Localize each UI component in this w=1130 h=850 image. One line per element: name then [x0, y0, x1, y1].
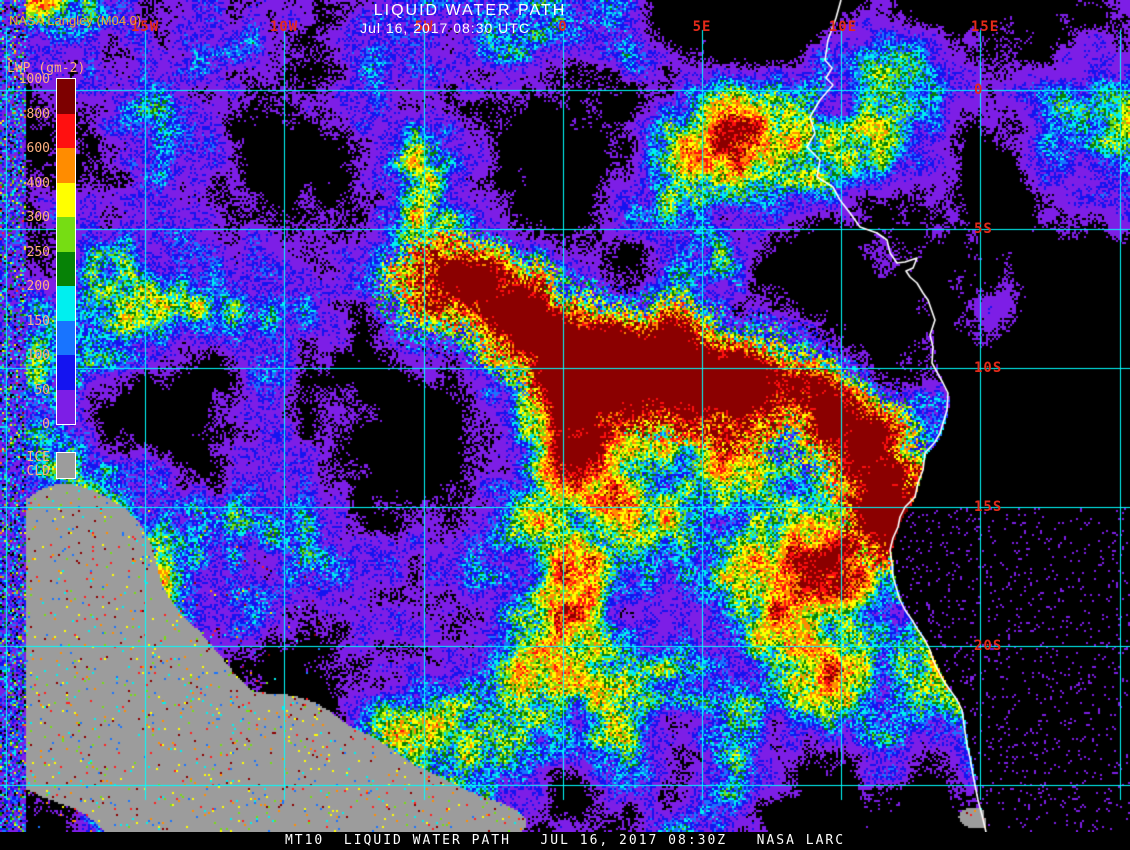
colorbar-tick: 50: [34, 382, 50, 398]
colorbar-tick: 800: [26, 106, 50, 122]
colorbar-segment: [57, 79, 75, 114]
longitude-label-10W: 10W: [269, 19, 299, 35]
latitude-label-10S: 10S: [974, 360, 1003, 376]
latitude-label-0: 0: [974, 82, 984, 98]
latitude-label-15S: 15S: [974, 499, 1003, 515]
longitude-label-5W: 5W: [414, 19, 434, 35]
source-tag: NASA Langley (M04.0): [9, 13, 142, 28]
colorbar-tick: 200: [26, 279, 50, 294]
colorbar-tick: 600: [26, 141, 50, 156]
longitude-label-10E: 10E: [828, 19, 858, 35]
colorbar-tick: 250: [26, 244, 50, 260]
satellite-lwp-map: [0, 0, 1130, 832]
colorbar-tick: 1000: [18, 72, 50, 87]
longitude-label-5E: 5E: [692, 19, 712, 35]
colorbar-tick: 300: [26, 210, 50, 225]
colorbar-segment: [57, 217, 75, 252]
colorbar-tick: 150: [26, 313, 50, 329]
colorbar-segment: [57, 148, 75, 183]
colorbar-segment: [57, 355, 75, 390]
colorbar-segment: [57, 389, 75, 424]
timestamp-subtitle: Jul 16, 2017 08:30 UTC: [360, 20, 530, 36]
colorbar-tick: 0: [42, 417, 50, 432]
page-title: LIQUID WATER PATH: [373, 2, 567, 19]
colorbar-segment: [57, 251, 75, 286]
status-bar: MT10 LIQUID WATER PATH JUL 16, 2017 08:3…: [0, 832, 1130, 850]
longitude-label-15E: 15E: [970, 19, 1000, 35]
legend-title: LWP (gm-2): [7, 61, 86, 76]
colorbar-segment: [57, 320, 75, 355]
colorbar-segment: [57, 182, 75, 217]
colorbar: [56, 78, 76, 425]
colorbar-segment: [57, 286, 75, 321]
ice-cloud-swatch: [56, 452, 76, 479]
colorbar-tick: 100: [26, 348, 50, 363]
ice-cloud-label: ICE CLD: [26, 450, 50, 479]
longitude-label-0: 0: [558, 19, 568, 35]
colorbar-segment: [57, 113, 75, 148]
latitude-label-5S: 5S: [974, 221, 993, 237]
colorbar-tick: 400: [26, 175, 50, 191]
longitude-label-15W: 15W: [130, 19, 160, 35]
latitude-label-20S: 20S: [974, 638, 1003, 654]
